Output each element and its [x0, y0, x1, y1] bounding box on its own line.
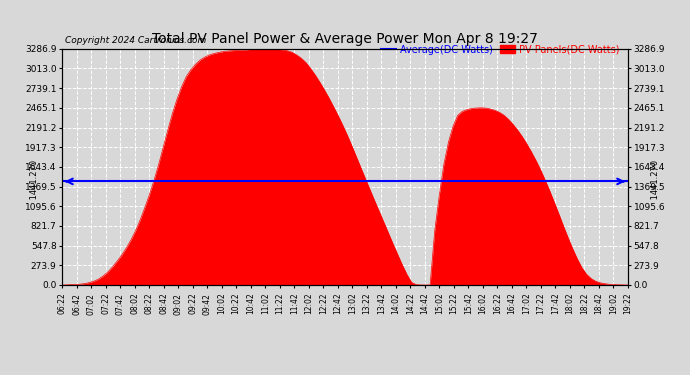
Title: Total PV Panel Power & Average Power Mon Apr 8 19:27: Total PV Panel Power & Average Power Mon…	[152, 32, 538, 46]
Text: Copyright 2024 Cartronics.com: Copyright 2024 Cartronics.com	[65, 36, 206, 45]
Text: 1441.270: 1441.270	[30, 160, 39, 202]
Legend: Average(DC Watts), PV Panels(DC Watts): Average(DC Watts), PV Panels(DC Watts)	[377, 40, 623, 58]
Text: 1441.270: 1441.270	[651, 160, 660, 202]
